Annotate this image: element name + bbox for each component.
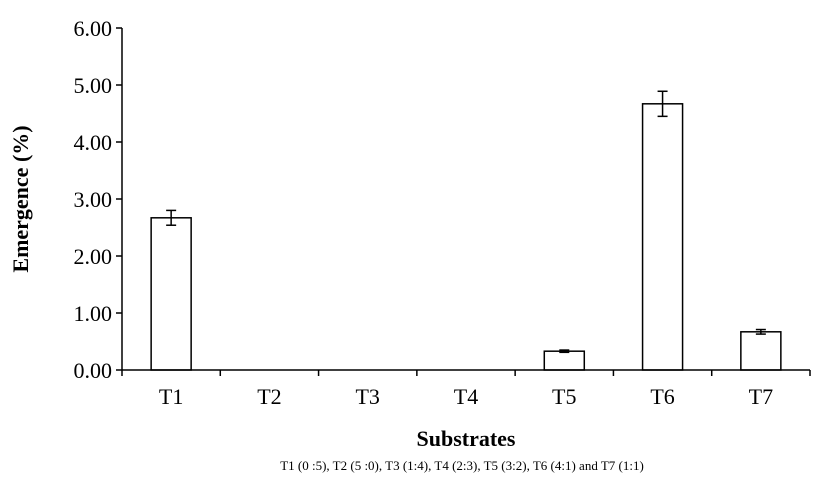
x-tick-label: T7 [749, 384, 773, 409]
bar-T1 [150, 217, 192, 371]
y-tick-label: 0.00 [74, 358, 113, 383]
bar-T7 [740, 331, 782, 371]
x-tick-label: T6 [650, 384, 674, 409]
y-tick-label: 5.00 [74, 73, 113, 98]
y-tick-label: 1.00 [74, 301, 113, 326]
error-bar-T5 [559, 349, 570, 354]
x-axis-ticks: T1 T2 T3 T4 T5 T6 T7 [121, 370, 811, 409]
y-axis-ticks: 0.00 1.00 2.00 3.00 4.00 5.00 6.00 [74, 16, 122, 383]
x-tick-label: T5 [552, 384, 576, 409]
x-tick-label: T4 [454, 384, 478, 409]
chart-footnote: T1 (0 :5), T2 (5 :0), T3 (1:4), T4 (2:3)… [280, 458, 644, 473]
error-bars [166, 90, 766, 354]
error-bar-T7 [755, 328, 766, 335]
bar-T6 [641, 103, 684, 371]
error-bar-T1 [166, 209, 177, 226]
x-tick-label: T1 [159, 384, 183, 409]
x-tick-label: T3 [355, 384, 379, 409]
y-tick-label: 6.00 [74, 16, 113, 41]
bars [150, 103, 782, 371]
x-axis-title: Substrates [416, 426, 515, 451]
y-tick-label: 4.00 [74, 130, 113, 155]
error-bar-T6 [657, 90, 668, 118]
bar-T5 [543, 350, 586, 371]
y-axis-title: Emergence (%) [8, 125, 33, 272]
y-tick-label: 2.00 [74, 244, 113, 269]
y-tick-label: 3.00 [74, 187, 113, 212]
x-tick-label: T2 [257, 384, 281, 409]
